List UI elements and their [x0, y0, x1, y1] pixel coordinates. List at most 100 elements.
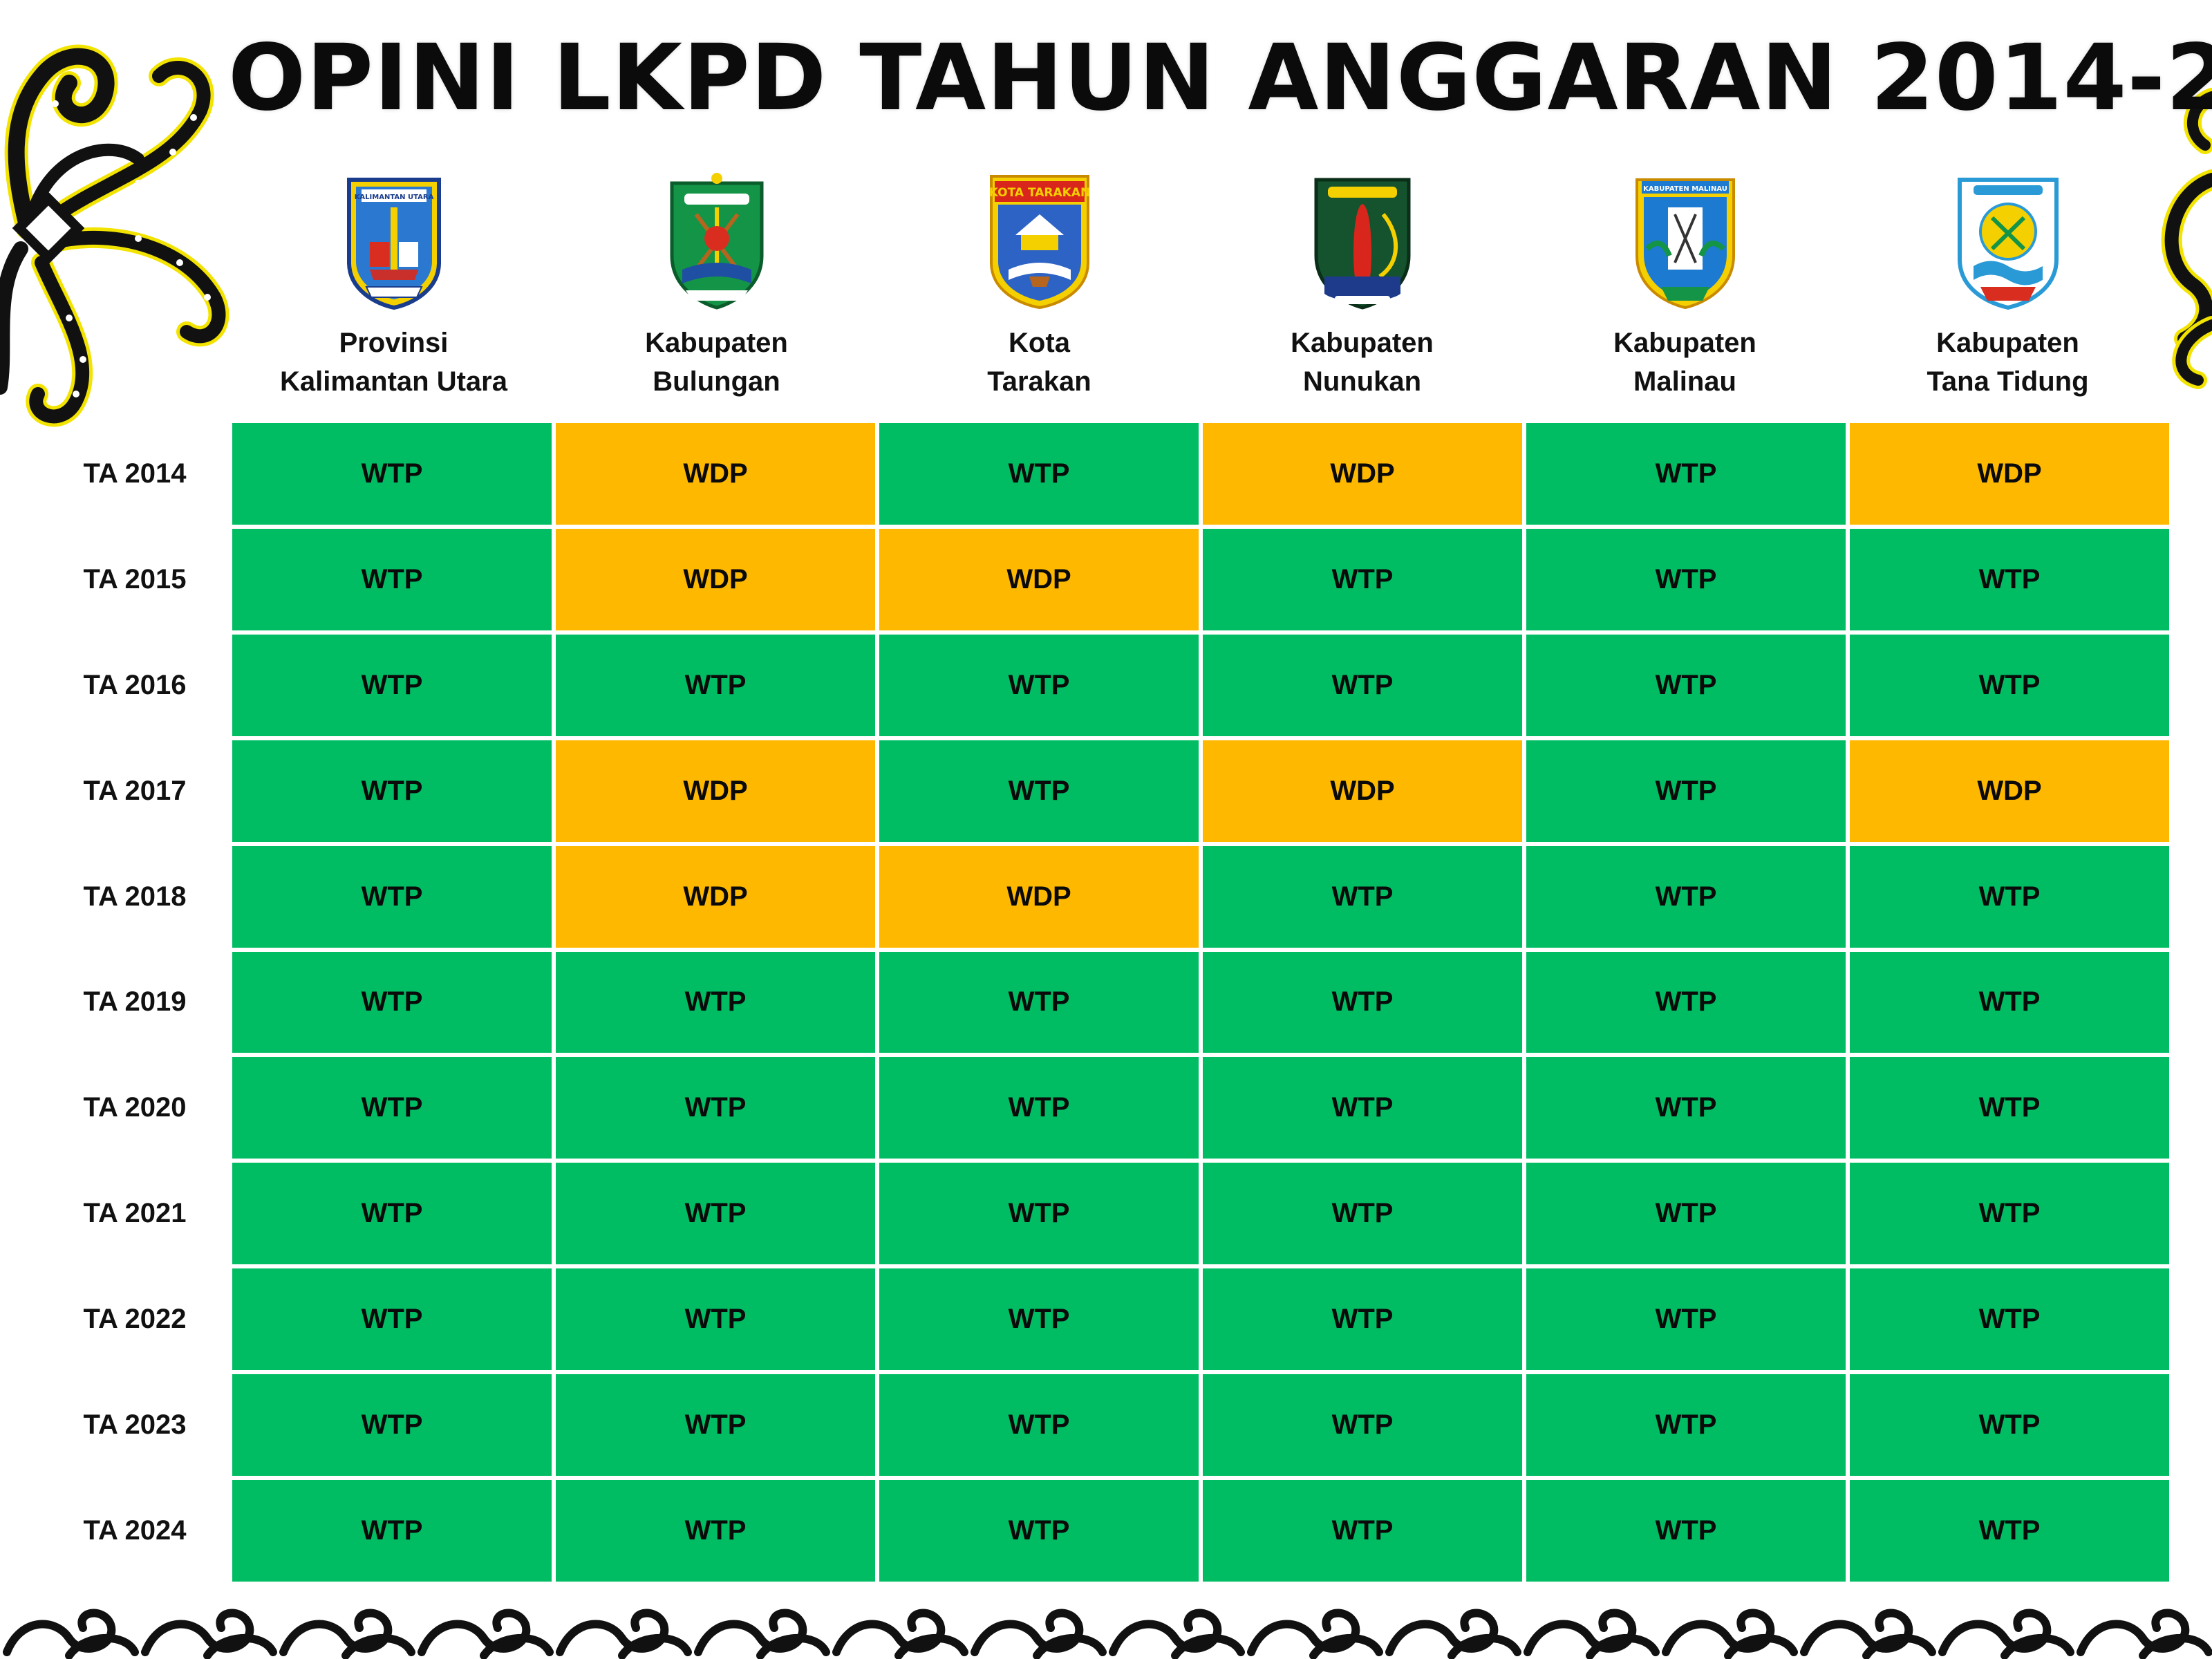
kabupaten-nunukan-emblem — [1304, 166, 1421, 311]
opinion-cell: WTP — [232, 1268, 552, 1370]
region-title: Tana Tidung — [1927, 362, 2088, 401]
kabupaten-tana-tidung-emblem — [1949, 166, 2067, 311]
opinion-cell: WTP — [556, 1268, 875, 1370]
opinion-cell: WTP — [1203, 1268, 1522, 1370]
opinion-cell: WDP — [556, 846, 875, 948]
region-type: Kota — [987, 324, 1091, 362]
opinion-cell: WTP — [879, 1268, 1199, 1370]
opinion-cell: WTP — [232, 1374, 552, 1476]
opinion-cell: WTP — [1850, 1163, 2169, 1264]
opinion-cell: WTP — [1850, 1268, 2169, 1370]
opinion-cell: WTP — [1850, 1480, 2169, 1582]
opinion-cell: WTP — [1203, 635, 1522, 736]
region-header-row: KALIMANTAN UTARA Provinsi Kalimantan Uta… — [232, 166, 2169, 401]
opinion-cell: WTP — [232, 952, 552, 1053]
opinion-cell: WTP — [1203, 1163, 1522, 1264]
emblem-text: KABUPATEN MALINAU — [1643, 185, 1727, 193]
opinion-cell: WTP — [1526, 635, 1846, 736]
year-label: TA 2014 — [55, 423, 214, 525]
opinion-cell: WTP — [556, 1480, 875, 1582]
region-title: Kalimantan Utara — [280, 362, 507, 401]
opinion-cell: WTP — [1526, 1057, 1846, 1159]
region-title: Nunukan — [1291, 362, 1434, 401]
opinion-cell: WTP — [232, 529, 552, 630]
region-type: Kabupaten — [1613, 324, 1756, 362]
emblem-text: KOTA TARAKAN — [988, 186, 1089, 200]
opinion-cell: WTP — [556, 1057, 875, 1159]
year-label: TA 2021 — [55, 1163, 214, 1264]
opinion-cell: WTP — [232, 1057, 552, 1159]
opinion-cell: WDP — [1203, 740, 1522, 842]
region-name: Kabupaten Nunukan — [1291, 324, 1434, 401]
region-name: Kabupaten Tana Tidung — [1927, 324, 2088, 401]
opinion-cell: WTP — [1526, 846, 1846, 948]
page-title: OPINI LKPD TAHUN ANGGARAN 2014-2024 — [228, 26, 2177, 130]
region-name: Kabupaten Malinau — [1613, 324, 1756, 401]
opinion-cell: WTP — [556, 952, 875, 1053]
opinion-cell: WTP — [879, 423, 1199, 525]
opinion-cell: WTP — [879, 740, 1199, 842]
kota-tarakan-emblem: KOTA TARAKAN — [981, 166, 1098, 311]
opinion-cell: WDP — [1850, 423, 2169, 525]
year-label: TA 2024 — [55, 1480, 214, 1582]
year-label: TA 2018 — [55, 846, 214, 948]
opinion-cell: WTP — [1526, 1480, 1846, 1582]
opinion-cell: WDP — [1203, 423, 1522, 525]
region-title: Tarakan — [987, 362, 1091, 401]
opinion-cell: WDP — [1850, 740, 2169, 842]
opinion-cell: WTP — [1850, 1374, 2169, 1476]
region-header-kabupaten-nunukan: Kabupaten Nunukan — [1201, 166, 1524, 401]
year-label: TA 2022 — [55, 1268, 214, 1370]
region-title: Bulungan — [645, 362, 788, 401]
opinion-cell: WTP — [1203, 846, 1522, 948]
opinion-cell: WDP — [879, 846, 1199, 948]
opinion-cell: WTP — [879, 1480, 1199, 1582]
opinion-cell: WTP — [879, 635, 1199, 736]
opinion-cell: WTP — [232, 1163, 552, 1264]
opinion-table: WTP WDP WTP WDP WTP WDP WTP WDP WDP WTP WTP WTP WTP W… — [232, 423, 2169, 1582]
opinion-cell: WTP — [1850, 635, 2169, 736]
opinion-cell: WTP — [556, 1374, 875, 1476]
opinion-cell: WTP — [879, 1163, 1199, 1264]
region-type: Kabupaten — [1927, 324, 2088, 362]
opinion-cell: WTP — [1203, 1374, 1522, 1476]
year-label: TA 2019 — [55, 952, 214, 1053]
kabupaten-bulungan-emblem — [658, 166, 776, 311]
region-type: Provinsi — [280, 324, 507, 362]
opinion-cell: WTP — [556, 1163, 875, 1264]
dayak-ornament-top-left — [0, 0, 235, 435]
opinion-cell: WDP — [556, 740, 875, 842]
opinion-cell: WTP — [1526, 1163, 1846, 1264]
opinion-cell: WTP — [879, 1374, 1199, 1476]
region-name: Kabupaten Bulungan — [645, 324, 788, 401]
opinion-cell: WDP — [556, 529, 875, 630]
opinion-cell: WTP — [1850, 529, 2169, 630]
opinion-cell: WTP — [1526, 529, 1846, 630]
year-label: TA 2023 — [55, 1374, 214, 1476]
opinion-cell: WDP — [556, 423, 875, 525]
opinion-cell: WTP — [1526, 423, 1846, 525]
region-name: Provinsi Kalimantan Utara — [280, 324, 507, 401]
opinion-cell: WTP — [1526, 1268, 1846, 1370]
opinion-cell: WTP — [1203, 529, 1522, 630]
opinion-cell: WTP — [1203, 1057, 1522, 1159]
opinion-cell: WDP — [879, 529, 1199, 630]
opinion-cell: WTP — [1203, 1480, 1522, 1582]
opinion-cell: WTP — [879, 1057, 1199, 1159]
opinion-cell: WTP — [232, 1480, 552, 1582]
region-name: Kota Tarakan — [987, 324, 1091, 401]
opinion-cell: WTP — [1850, 1057, 2169, 1159]
region-type: Kabupaten — [1291, 324, 1434, 362]
opinion-cell: WTP — [1203, 952, 1522, 1053]
opinion-cell: WTP — [1850, 952, 2169, 1053]
region-title: Malinau — [1613, 362, 1756, 401]
year-label: TA 2017 — [55, 740, 214, 842]
region-header-kabupaten-tana-tidung: Kabupaten Tana Tidung — [1846, 166, 2169, 401]
opinion-cell: WTP — [1850, 846, 2169, 948]
kabupaten-malinau-emblem: KABUPATEN MALINAU — [1627, 166, 1744, 311]
opinion-cell: WTP — [1526, 740, 1846, 842]
region-header-kabupaten-bulungan: Kabupaten Bulungan — [555, 166, 878, 401]
region-header-kabupaten-malinau: KABUPATEN MALINAU Kabupaten Malinau — [1524, 166, 1846, 401]
region-header-provinsi-kalimantan-utara: KALIMANTAN UTARA Provinsi Kalimantan Uta… — [232, 166, 555, 401]
